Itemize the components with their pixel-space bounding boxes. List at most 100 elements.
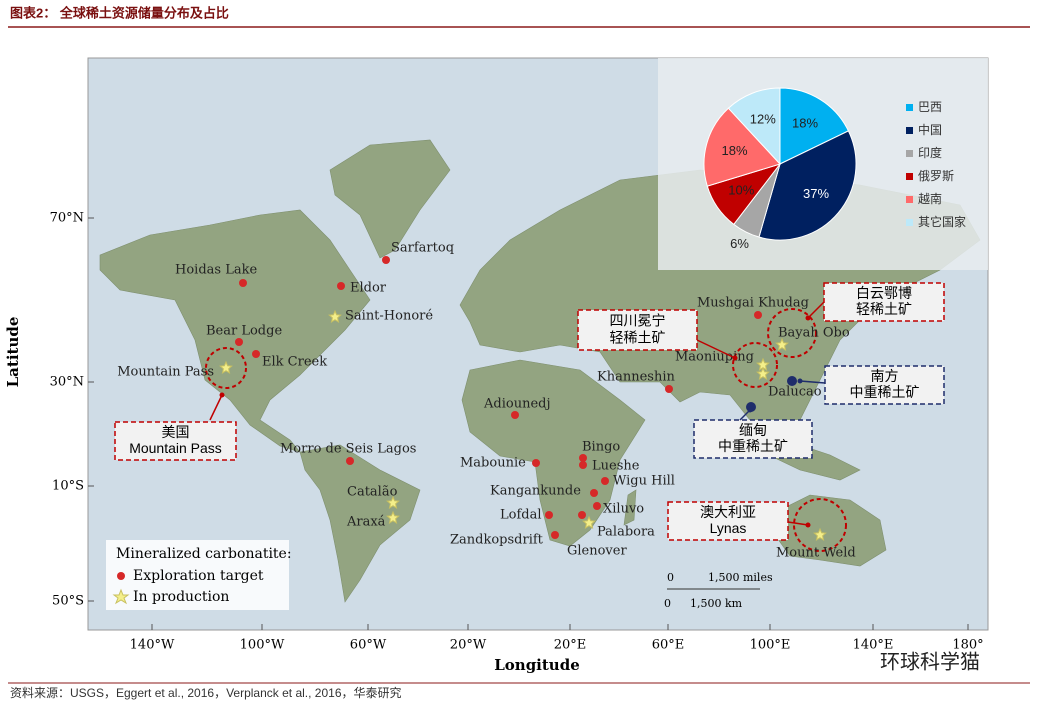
scale-text: 1,500 miles xyxy=(708,571,773,584)
south-america xyxy=(299,444,421,603)
pie-slice xyxy=(779,87,850,165)
site-label: Araxá xyxy=(346,515,386,530)
legend-title: Mineralized carbonatite: xyxy=(116,546,292,562)
greenland xyxy=(329,139,451,259)
lon-tick-label: 180° xyxy=(952,638,983,653)
exploration-marker xyxy=(511,411,519,419)
callout-arrow xyxy=(787,521,809,526)
lon-tick-label: 60°E xyxy=(652,638,685,653)
exploration-marker xyxy=(551,531,559,539)
map-frame xyxy=(87,57,989,631)
exploration-marker xyxy=(382,256,390,264)
callout-box xyxy=(693,419,813,459)
legend-swatch xyxy=(906,219,913,226)
lon-tick-label: 20°E xyxy=(554,638,587,653)
exploration-marker xyxy=(346,457,354,465)
exploration-marker xyxy=(337,282,345,290)
site-label: Lueshe xyxy=(592,459,640,474)
watermark: 环球科学猫 xyxy=(880,650,980,673)
callout-text: Lynas xyxy=(710,520,747,536)
x-axis-label: Longitude xyxy=(494,656,580,674)
legend-label: 印度 xyxy=(918,145,942,160)
madagascar xyxy=(623,489,637,526)
pie-value-label: 18% xyxy=(792,116,818,131)
pie-slice xyxy=(727,87,781,166)
callout-text: 轻稀土矿 xyxy=(610,330,666,346)
site-label: Saint-Honoré xyxy=(345,309,433,324)
legend-label: 巴西 xyxy=(918,100,942,114)
legend-item: Exploration target xyxy=(133,568,264,584)
lat-tick-label: 10°S xyxy=(52,479,84,494)
legend-swatch xyxy=(906,150,913,157)
legend-item: In production xyxy=(133,589,229,605)
site-label: Kangankunde xyxy=(490,484,581,499)
site-label: Lofdal xyxy=(500,508,542,523)
scale-text: 1,500 km xyxy=(690,597,743,610)
lon-tick-label: 140°W xyxy=(130,638,175,653)
callout-box xyxy=(577,309,698,351)
arrow-head xyxy=(805,315,811,321)
exploration-marker xyxy=(239,279,247,287)
callout-arrow xyxy=(209,394,223,421)
callout-arrow xyxy=(807,301,825,319)
production-marker xyxy=(386,510,400,524)
site-label: Hoidas Lake xyxy=(175,263,257,278)
callout-arrow xyxy=(799,380,826,384)
exploration-marker xyxy=(665,385,673,393)
callout-text: 中重稀土矿 xyxy=(718,438,788,454)
highlight-circle xyxy=(732,342,778,388)
site-label: Palabora xyxy=(597,525,655,540)
callout-text: 澳大利亚 xyxy=(700,504,756,520)
callout-text: 中重稀土矿 xyxy=(850,384,920,400)
site-label: Mountain Pass xyxy=(117,365,214,380)
exploration-marker xyxy=(590,489,598,497)
production-marker xyxy=(386,495,400,509)
legend-swatch xyxy=(906,127,913,134)
site-label: Dalucao xyxy=(768,385,822,400)
production-marker xyxy=(219,360,233,374)
site-label: Khanneshin xyxy=(597,370,675,385)
site-label: Catalão xyxy=(347,485,398,500)
legend-box xyxy=(106,540,289,610)
legend-label: 其它国家 xyxy=(918,214,966,229)
callout-box xyxy=(824,365,945,405)
pie-value-label: 10% xyxy=(728,182,754,197)
legend-swatch xyxy=(906,196,913,203)
site-label: Maoniuping xyxy=(675,350,754,365)
site-label: Eldor xyxy=(350,281,387,296)
exploration-marker xyxy=(545,511,553,519)
highlight-circle xyxy=(205,347,247,389)
exploration-marker xyxy=(578,511,586,519)
exploration-marker xyxy=(601,477,609,485)
pie-value-label: 37% xyxy=(803,186,829,201)
north-america xyxy=(99,209,371,453)
site-label: Mabounie xyxy=(460,456,526,471)
site-label: Bear Lodge xyxy=(206,324,282,339)
highlight-circle xyxy=(767,308,817,358)
y-axis-label: Latitude xyxy=(4,317,22,388)
africa xyxy=(461,359,646,547)
legend-star xyxy=(112,588,130,605)
legend-label: 中国 xyxy=(918,122,942,137)
lat-tick-label: 70°N xyxy=(50,211,84,226)
lon-tick-label: 20°W xyxy=(450,638,487,653)
lon-tick-label: 100°W xyxy=(240,638,285,653)
lon-tick-label: 100°E xyxy=(750,638,791,653)
production-marker xyxy=(813,527,827,541)
exploration-marker xyxy=(579,461,587,469)
legend-label: 俄罗斯 xyxy=(918,169,954,183)
pie-value-label: 12% xyxy=(750,112,776,127)
arrow-head xyxy=(805,522,811,528)
arrow-head xyxy=(219,392,225,398)
exploration-marker xyxy=(532,459,540,467)
scale-text: 0 xyxy=(664,597,671,610)
site-label: Glenover xyxy=(567,544,627,559)
legend-swatch xyxy=(906,104,913,111)
production-marker xyxy=(756,366,770,380)
production-marker xyxy=(756,357,770,371)
site-label: Mushgai Khudag xyxy=(697,296,809,311)
source: 资料来源：USGS，Eggert et al., 2016，Verplanck … xyxy=(10,685,402,700)
pie-slice xyxy=(758,130,857,241)
callout-text: 缅甸 xyxy=(739,422,767,438)
page-title: 图表2： 全球稀土资源储量分布及占比 xyxy=(10,5,229,20)
